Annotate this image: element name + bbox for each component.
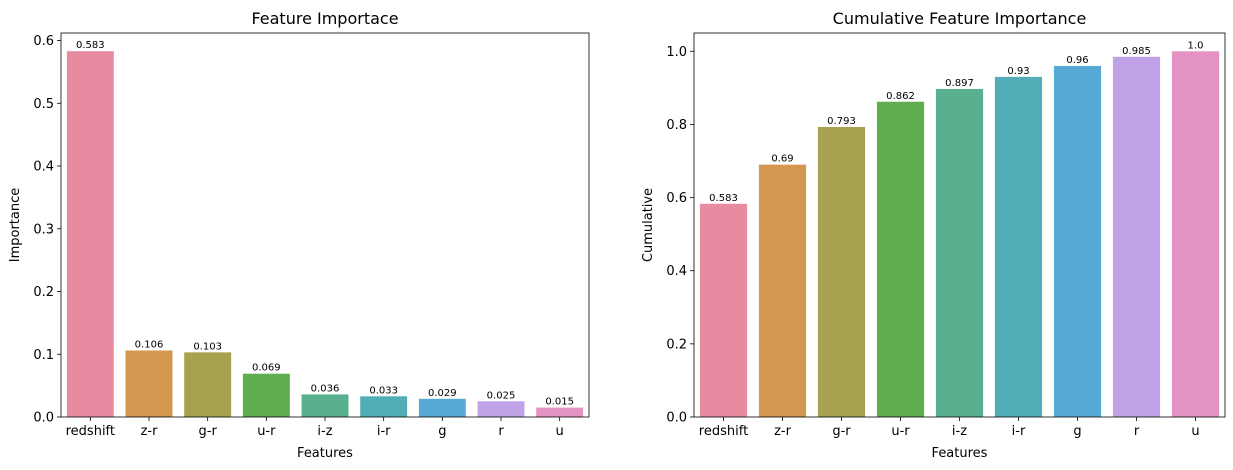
data-label: 0.106 (135, 339, 164, 350)
bar-g-r (184, 352, 232, 417)
x-tick-label: i-z (952, 424, 967, 439)
x-tick-label: g (438, 424, 446, 439)
data-label: 1.0 (1188, 40, 1204, 51)
bar-redshift (66, 51, 114, 418)
x-axis-label: Features (297, 446, 353, 461)
data-label: 0.025 (487, 390, 516, 401)
data-label: 0.69 (771, 154, 793, 165)
x-tick-label: i-r (377, 424, 391, 439)
y-tick-label: 0.4 (666, 264, 687, 279)
y-tick-label: 0.5 (33, 97, 54, 112)
data-label: 0.583 (76, 40, 105, 51)
data-label: 0.583 (709, 193, 738, 204)
x-tick-label: g (1073, 424, 1081, 439)
data-label: 0.96 (1066, 55, 1088, 66)
x-tick-label: g-r (832, 424, 851, 439)
x-tick-label: redshift (699, 424, 748, 439)
chart-title: Cumulative Feature Importance (833, 9, 1087, 28)
chart-1: Feature Importace 0.583 0.106 0.103 0.069 0.0… (8, 9, 590, 461)
data-label: 0.036 (311, 383, 340, 394)
x-tick-label: z-r (774, 424, 792, 439)
bar-u-r (876, 101, 925, 418)
x-tick-label: r (498, 424, 504, 439)
y-tick-label: 0.1 (33, 348, 54, 363)
data-label: 0.015 (545, 397, 574, 408)
bar-z-r (758, 164, 807, 417)
bar-z-r (125, 350, 173, 417)
y-tick-label: 0.4 (33, 160, 54, 175)
data-label: 0.103 (193, 341, 222, 352)
y-tick-label: 0.8 (666, 118, 687, 133)
x-axis-label: Features (932, 446, 988, 461)
data-label: 0.93 (1007, 66, 1029, 77)
chart-title: Feature Importace (251, 9, 398, 28)
bar-u-r (242, 373, 290, 417)
y-axis-label: Importance (8, 188, 23, 263)
y-tick-label: 0.6 (666, 191, 687, 206)
data-label: 0.897 (945, 78, 974, 89)
x-tick-label: u (556, 424, 564, 439)
x-tick-label: z-r (141, 424, 159, 439)
y-tick-label: 0.2 (33, 285, 54, 300)
data-label: 0.862 (886, 91, 915, 102)
bar-u (536, 407, 584, 417)
y-tick-label: 0.0 (33, 411, 54, 426)
y-tick-label: 1.0 (666, 45, 687, 60)
data-label: 0.985 (1122, 46, 1151, 57)
y-axis-label: Cumulative (641, 188, 656, 262)
bar-r (477, 401, 525, 417)
bar-i-z (301, 394, 349, 417)
x-tick-label: r (1134, 424, 1140, 439)
bar-i-r (994, 76, 1043, 417)
x-tick-label: u-r (891, 424, 910, 439)
bar-i-r (360, 396, 408, 417)
y-tick-label: 0.6 (33, 34, 54, 49)
x-tick-label: i-r (1012, 424, 1026, 439)
data-label: 0.793 (827, 116, 856, 127)
x-tick-label: g-r (199, 424, 218, 439)
x-tick-label: u (1191, 424, 1199, 439)
chart-2: Cumulative Feature Importance 0.583 0.69 0.… (641, 9, 1226, 461)
data-label: 0.069 (252, 363, 281, 374)
data-label: 0.029 (428, 388, 457, 399)
bar-u (1171, 51, 1220, 418)
bar-redshift (699, 203, 748, 417)
bar-g (1053, 65, 1102, 418)
bar-g (418, 398, 466, 417)
x-tick-label: i-z (317, 424, 332, 439)
data-label: 0.033 (369, 385, 398, 396)
bar-g-r (817, 126, 866, 417)
x-tick-label: redshift (66, 424, 115, 439)
y-tick-label: 0.0 (666, 411, 687, 426)
y-tick-label: 0.3 (33, 222, 54, 237)
bar-i-z (935, 88, 984, 417)
y-tick-label: 0.2 (666, 337, 687, 352)
bar-r (1112, 56, 1161, 418)
x-tick-label: u-r (257, 424, 276, 439)
